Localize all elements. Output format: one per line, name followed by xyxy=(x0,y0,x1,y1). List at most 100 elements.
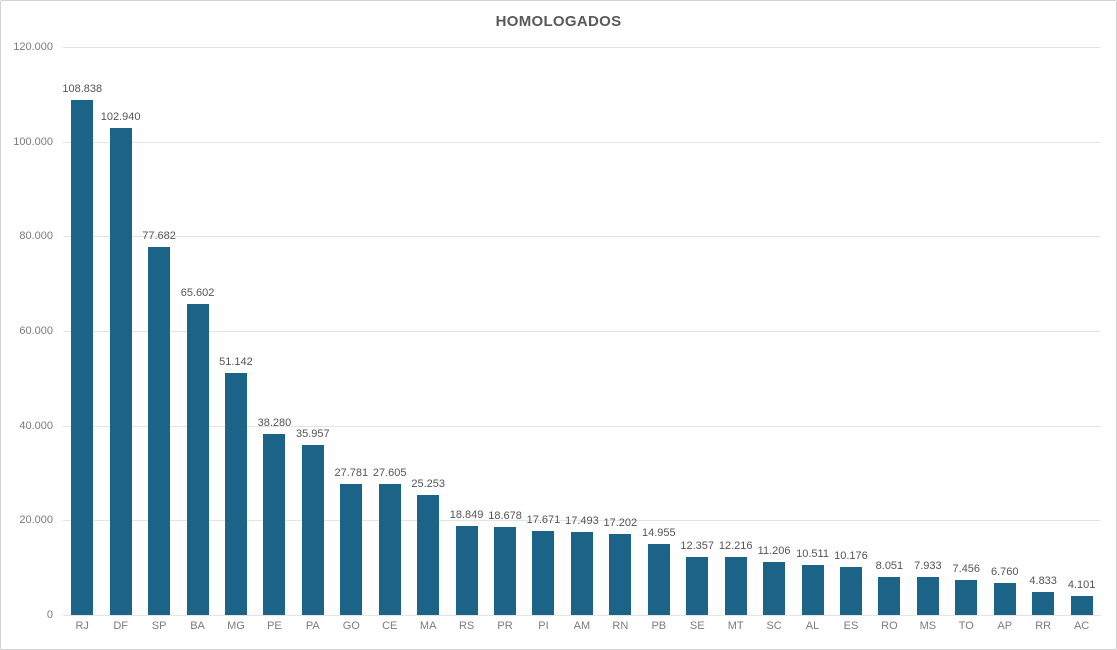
bar-PE[interactable] xyxy=(263,433,286,615)
bar-column-MG: 51.142 xyxy=(217,47,255,615)
bar-SE[interactable] xyxy=(686,556,709,615)
bar-AM[interactable] xyxy=(570,532,593,615)
bar-MA[interactable] xyxy=(417,495,440,615)
value-label-SC: 11.206 xyxy=(757,544,791,557)
bar-column-CE: 27.605 xyxy=(371,47,409,615)
value-label-AP: 6.760 xyxy=(990,566,1019,579)
bar-MT[interactable] xyxy=(724,557,747,615)
bar-RR[interactable] xyxy=(1032,592,1055,615)
x-tick-label-AC: AC xyxy=(1073,620,1090,632)
bar-AC[interactable] xyxy=(1070,595,1093,615)
bar-column-RS: 18.849 xyxy=(447,47,485,615)
value-label-RJ: 108.838 xyxy=(62,82,103,95)
bar-ES[interactable] xyxy=(839,566,862,615)
bar-column-MA: 25.253 xyxy=(409,47,447,615)
gridline-120.000 xyxy=(63,47,1101,48)
value-label-ES: 10.176 xyxy=(834,549,868,562)
bar-MG[interactable] xyxy=(224,372,247,615)
x-tick-label-RS: RS xyxy=(458,620,475,632)
bar-column-AL: 10.511 xyxy=(793,47,831,615)
x-tick-label-MS: MS xyxy=(919,620,937,632)
bar-SP[interactable] xyxy=(148,247,171,615)
bar-column-PR: 18.678 xyxy=(486,47,524,615)
chart-title: HOMOLOGADOS xyxy=(495,13,622,30)
x-tick-label-RJ: RJ xyxy=(75,620,89,632)
bar-SC[interactable] xyxy=(763,561,786,615)
bar-RS[interactable] xyxy=(455,525,478,615)
x-tick-label-SP: SP xyxy=(151,620,167,632)
value-label-RR: 4.833 xyxy=(1029,575,1057,588)
y-tick-label: 0 xyxy=(46,609,53,621)
bar-PR[interactable] xyxy=(494,526,517,615)
bar-DF[interactable] xyxy=(109,127,132,615)
x-tick-label-MA: MA xyxy=(419,620,437,632)
bar-AL[interactable] xyxy=(801,565,824,615)
value-label-MG: 51.142 xyxy=(219,355,253,368)
bar-column-RR: 4.833 xyxy=(1024,47,1062,615)
bar-column-GO: 27.781 xyxy=(332,47,370,615)
bar-column-SC: 11.206 xyxy=(755,47,793,615)
value-label-MS: 7.933 xyxy=(914,560,942,573)
bar-PB[interactable] xyxy=(647,544,670,615)
y-tick-label: 40.000 xyxy=(19,419,53,432)
value-label-RO: 8.051 xyxy=(875,559,904,572)
bar-TO[interactable] xyxy=(955,579,978,615)
bar-BA[interactable] xyxy=(186,304,209,615)
bar-column-PE: 38.280 xyxy=(255,47,293,615)
bar-column-AC: 4.101 xyxy=(1062,47,1100,615)
x-tick-label-MG: MG xyxy=(227,620,245,632)
bar-PA[interactable] xyxy=(301,444,324,615)
bar-MS[interactable] xyxy=(916,577,939,615)
plot-area: 108.838 102.940 77.682 65.602 51.142 38.280 35… xyxy=(62,47,1101,616)
x-tick-label-MT: MT xyxy=(727,620,744,632)
bar-RO[interactable] xyxy=(878,576,901,615)
bar-column-DF: 102.940 xyxy=(100,47,141,615)
value-label-PI: 17.671 xyxy=(526,514,561,527)
y-tick-label: 20.000 xyxy=(19,514,53,527)
value-label-DF: 102.940 xyxy=(100,110,141,123)
bar-CE[interactable] xyxy=(378,484,401,615)
value-label-PB: 14.955 xyxy=(641,527,676,540)
value-label-TO: 7.456 xyxy=(952,562,981,575)
y-tick-label: 100.000 xyxy=(13,135,53,148)
x-tick-label-SE: SE xyxy=(689,620,705,632)
value-label-AC: 4.101 xyxy=(1067,578,1096,591)
bar-column-TO: 7.456 xyxy=(947,47,985,615)
y-tick-label: 60.000 xyxy=(19,325,53,337)
x-tick-label-PE: PE xyxy=(267,620,282,632)
bar-RJ[interactable] xyxy=(71,99,94,615)
bar-AP[interactable] xyxy=(993,583,1016,615)
value-label-CE: 27.605 xyxy=(372,467,407,480)
bar-column-AP: 6.760 xyxy=(986,47,1024,615)
value-label-GO: 27.781 xyxy=(334,466,369,479)
value-label-AM: 17.493 xyxy=(565,515,599,528)
bar-column-MT: 12.216 xyxy=(716,47,754,615)
x-tick-label-RN: RN xyxy=(612,620,629,632)
bar-PI[interactable] xyxy=(532,531,555,615)
x-tick-label-RR: RR xyxy=(1035,620,1052,632)
y-tick-label: 80.000 xyxy=(19,230,53,243)
x-axis: RJ DF SP BA MG PE PA GO CE MA RS PR PI AM RN PB SE MT SC AL… xyxy=(63,620,1101,640)
bar-column-PI: 17.671 xyxy=(524,47,562,615)
value-label-PA: 35.957 xyxy=(296,427,330,440)
gridline-80.000 xyxy=(63,236,1101,238)
x-tick-label-PI: PI xyxy=(538,620,549,632)
y-tick-label: 120.000 xyxy=(13,41,53,53)
value-label-BA: 65.602 xyxy=(180,287,215,300)
value-label-AL: 10.511 xyxy=(796,548,829,561)
bar-RN[interactable] xyxy=(609,533,632,615)
bar-column-MS: 7.933 xyxy=(909,47,947,615)
bar-column-ES: 10.176 xyxy=(832,47,870,615)
x-tick-label-TO: TO xyxy=(958,620,974,632)
x-tick-label-RO: RO xyxy=(881,620,898,632)
value-label-SE: 12.357 xyxy=(680,539,715,552)
x-tick-label-PB: PB xyxy=(651,620,667,632)
bar-GO[interactable] xyxy=(340,483,363,615)
x-tick-label-DF: DF xyxy=(113,620,128,632)
x-tick-label-AP: AP xyxy=(997,620,1013,632)
value-label-PE: 38.280 xyxy=(257,416,292,429)
x-tick-label-AL: AL xyxy=(805,620,820,632)
bar-column-SE: 12.357 xyxy=(678,47,716,615)
bar-column-RJ: 108.838 xyxy=(62,47,103,615)
